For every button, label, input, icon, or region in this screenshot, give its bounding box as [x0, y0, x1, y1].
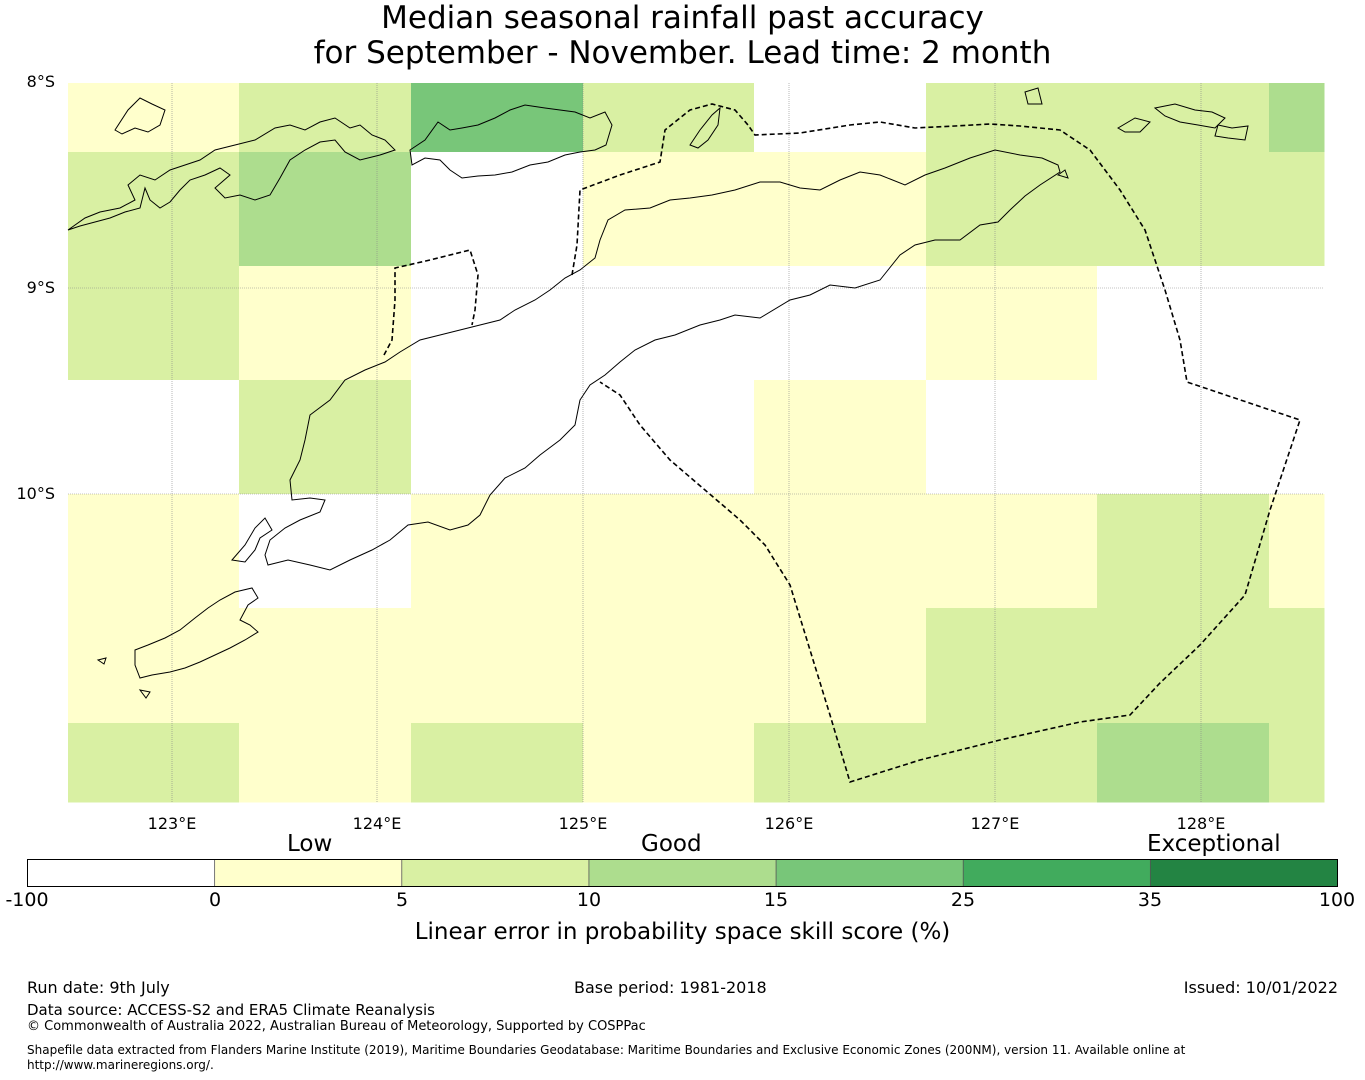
grid-cell [754, 723, 927, 803]
grid-cell [411, 608, 584, 724]
grid-cell [754, 608, 927, 724]
grid-cell [926, 152, 1098, 267]
grid-cell [68, 266, 240, 381]
grid-cell [583, 266, 755, 381]
legend-category-good: Good [641, 831, 702, 857]
colorbar-segment [401, 859, 589, 887]
grid-cell [239, 380, 412, 495]
grid-cell [411, 83, 584, 153]
grid-cell [68, 494, 240, 609]
copyright: © Commonwealth of Australia 2022, Austra… [27, 1019, 646, 1034]
legend-tick: 100 [1318, 889, 1356, 911]
colorbar-segment [588, 859, 777, 887]
grid-cell [583, 152, 755, 267]
grid-cell [1097, 380, 1270, 495]
lat-label-8s: 8°S [26, 72, 55, 91]
grid-cell [1269, 266, 1325, 381]
grid-cell [68, 380, 240, 495]
issued-date: Issued: 10/01/2022 [1183, 978, 1338, 997]
map-gridlines [68, 83, 1324, 802]
data-source: Data source: ACCESS-S2 and ERA5 Climate … [27, 1001, 435, 1019]
grid-cell [1269, 83, 1325, 153]
grid-cell [1097, 494, 1270, 609]
grid-cell [583, 380, 755, 495]
legend-tick: 15 [763, 889, 789, 911]
grid-cell [239, 266, 412, 381]
grid-cell [1269, 494, 1325, 609]
grid-cell [411, 266, 584, 381]
legend-category-exceptional: Exceptional [1147, 831, 1281, 857]
colorbar-segment [776, 859, 964, 887]
grid-cell [754, 266, 927, 381]
grid-cell [239, 152, 412, 267]
base-period: Base period: 1981-2018 [574, 978, 767, 997]
lon-label-127e: 127°E [970, 814, 1020, 833]
grid-cell [411, 723, 584, 803]
grid-cell [1269, 723, 1325, 803]
grid-cell [411, 494, 584, 609]
legend-tick: 35 [1137, 889, 1163, 911]
colorbar-segment [27, 859, 215, 887]
grid-cell [1269, 152, 1325, 267]
grid-cell [1097, 608, 1270, 724]
colorbar-segment [214, 859, 402, 887]
grid-cell [239, 723, 412, 803]
lon-label-124e: 124°E [352, 814, 402, 833]
lat-label-10s: 10°S [16, 484, 55, 503]
grid-cell [68, 83, 240, 153]
legend-tick: 10 [576, 889, 602, 911]
grid-cell [411, 380, 584, 495]
grid-cell [583, 494, 755, 609]
lon-label-126e: 126°E [764, 814, 814, 833]
grid-cell [411, 152, 584, 267]
grid-cell [926, 266, 1098, 381]
maritime-boundary [383, 103, 1302, 784]
grid-cell [239, 494, 412, 609]
grid-cell [754, 83, 927, 153]
grid-cell [1097, 152, 1270, 267]
lon-label-128e: 128°E [1176, 814, 1226, 833]
grid-cell [1097, 83, 1270, 153]
map-title-line2: for September - November. Lead time: 2 m… [313, 35, 1052, 71]
grid-cell [68, 723, 240, 803]
grid-cell [926, 83, 1098, 153]
run-date: Run date: 9th July [27, 978, 170, 997]
grid-cell [583, 608, 755, 724]
grid-cell [926, 494, 1098, 609]
legend-title: Linear error in probability space skill … [414, 919, 951, 945]
coastline [67, 87, 1249, 699]
shapefile-credit-line1: Shapefile data extracted from Flanders M… [27, 1043, 1186, 1057]
grid-cell [754, 380, 927, 495]
grid-cell [583, 723, 755, 803]
colorbar-segment [1150, 859, 1338, 887]
grid-cell [926, 380, 1098, 495]
legend-tick: 5 [395, 889, 409, 911]
legend-category-low: Low [287, 831, 333, 857]
grid-cell [754, 152, 927, 267]
grid-cell [926, 723, 1098, 803]
lon-label-123e: 123°E [147, 814, 197, 833]
grid-cell [926, 608, 1098, 724]
map-title-line1: Median seasonal rainfall past accuracy [381, 0, 984, 36]
shapefile-credit-line2: http://www.marineregions.org/. [27, 1058, 214, 1072]
lat-label-9s: 9°S [26, 278, 55, 297]
grid-cell [68, 152, 240, 267]
legend-tick: 25 [950, 889, 976, 911]
skill-score-map [67, 83, 1325, 803]
legend-colorbar [27, 859, 1338, 887]
legend-tick: -100 [5, 889, 49, 911]
lon-label-125e: 125°E [558, 814, 608, 833]
grid-cell [68, 608, 240, 724]
grid-cell [1097, 723, 1270, 803]
skill-grid-cells [68, 83, 1325, 803]
grid-cell [754, 494, 927, 609]
grid-cell [1269, 380, 1325, 495]
grid-cell [583, 83, 755, 153]
legend-tick: 0 [208, 889, 222, 911]
grid-cell [239, 608, 412, 724]
grid-cell [1269, 608, 1325, 724]
colorbar-segment [963, 859, 1151, 887]
grid-cell [239, 83, 412, 153]
